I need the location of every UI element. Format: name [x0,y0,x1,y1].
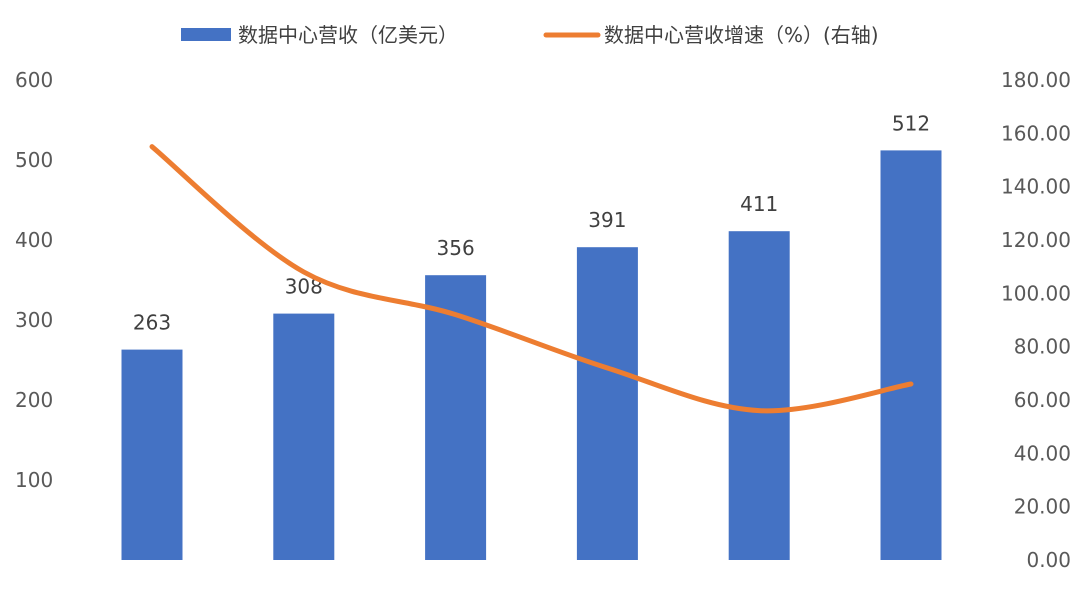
bar [425,275,487,560]
right-tick-label: 0.00 [1026,548,1071,572]
bar [121,349,183,560]
line-series [149,144,914,414]
bar-data-label: 512 [892,111,930,135]
right-tick-label: 140.00 [1001,175,1071,199]
bar [728,231,790,560]
right-tick-label: 60.00 [1014,388,1071,412]
legend: 数据中心营收（亿美元） 数据中心营收增速（%）(右轴) [181,23,879,47]
left-tick-label: 500 [15,148,53,172]
legend-bar-swatch [181,28,231,41]
watermark: 大数跨境 [14,559,134,583]
right-tick-label: 100.00 [1001,281,1071,305]
legend-bar-label: 数据中心营收（亿美元） [238,23,458,47]
left-tick-label: 300 [15,308,53,332]
growth-line [149,144,914,414]
watermark-text: 大数跨境 [54,559,134,583]
left-tick-label: 100 [15,468,53,492]
left-axis-ticks: 100 200 300 400 500 600 [15,68,53,492]
right-tick-label: 40.00 [1014,441,1071,465]
right-tick-label: 160.00 [1001,121,1071,145]
right-tick-label: 80.00 [1014,335,1071,359]
speech-bubble-logo-icon [14,559,47,578]
legend-line-label: 数据中心营收增速（%）(右轴) [604,23,879,47]
right-tick-label: 120.00 [1001,228,1071,252]
right-tick-label: 180.00 [1001,68,1071,92]
bar [273,313,335,560]
right-tick-label: 20.00 [1014,495,1071,519]
bar-data-label: 391 [588,208,626,232]
bar [880,150,942,560]
bar-data-label: 411 [740,192,778,216]
left-tick-label: 400 [15,228,53,252]
left-tick-label: 600 [15,68,53,92]
right-axis-ticks: 0.00 20.00 40.00 60.00 80.00 100.00 120.00 140.… [1001,68,1071,572]
bar-data-label: 356 [437,236,475,260]
bar [576,247,638,560]
left-tick-label: 200 [15,388,53,412]
bar-data-label: 263 [133,311,171,335]
bar-series [121,150,942,560]
